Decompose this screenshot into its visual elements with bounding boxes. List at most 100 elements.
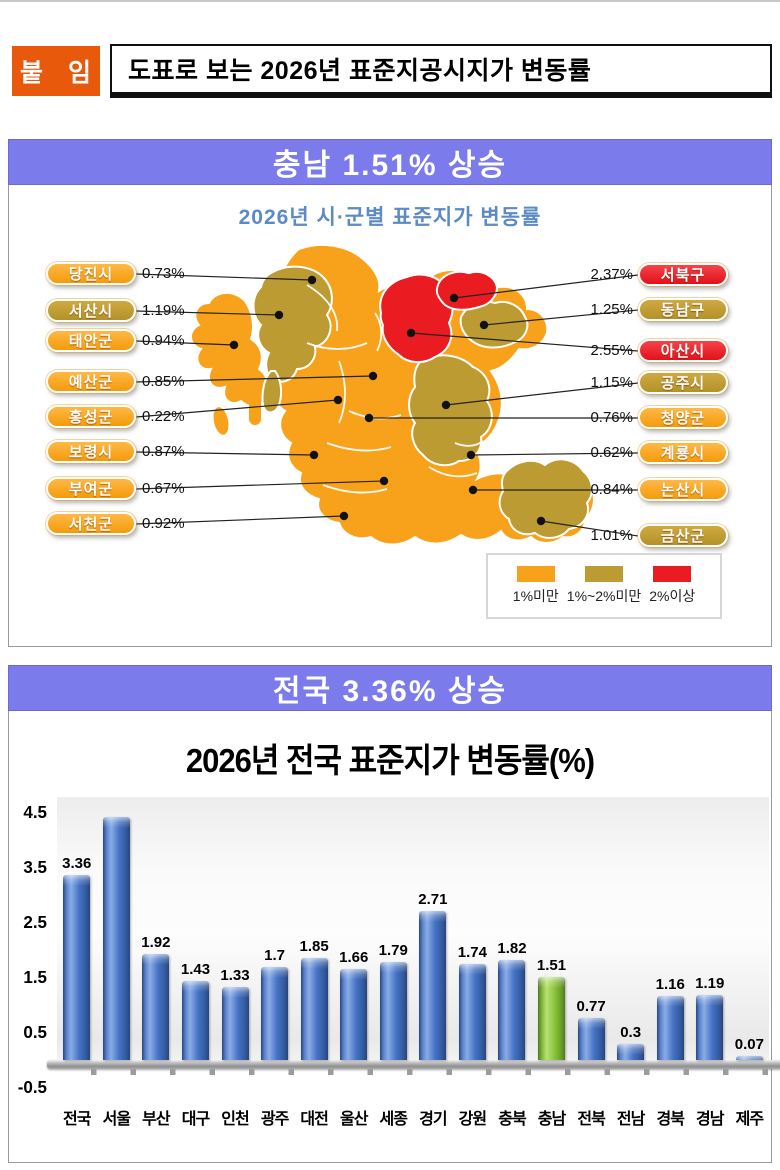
map-region-asan [379, 273, 454, 363]
bar-경북 [656, 996, 684, 1060]
categories-row: 전국 서울 부산 대구 인천 광주 대전 울산 세종 경기 강원 충북 충남 전북 전남 경북 경남 제주 [57, 1105, 769, 1129]
map-pill-boryeong: 보령시 [46, 440, 136, 463]
legend-swatch-olive [585, 566, 623, 582]
map-region-seosan-tail [261, 370, 283, 414]
y-axis: 4.5 3.5 2.5 1.5 0.5 -0.5 [9, 797, 51, 1129]
leader-dots [229, 275, 546, 526]
attachment-badge: 붙 임 [12, 46, 100, 96]
map-title: 2026년 시·군별 표준지가 변동률 [238, 206, 542, 229]
bar-col-충북: 1.82 [492, 797, 532, 1060]
bar-value-label: 1.16 [655, 976, 685, 994]
category-label-경남: 경남 [696, 1111, 724, 1128]
map-value-seocheon: 0.92% [142, 515, 185, 532]
bar-chart: 4.5 3.5 2.5 1.5 0.5 -0.5 3.36 1.92 1.43 1.33 1.7 1… [9, 797, 780, 1129]
map-island [249, 377, 261, 425]
map-region-geumsan [498, 458, 593, 539]
bar-col-전남: 0.3 [611, 797, 651, 1060]
map-value-gongju: 1.15% [590, 374, 633, 391]
map-value-nonsan: 0.84% [590, 481, 633, 498]
category-label-광주: 광주 [260, 1111, 289, 1128]
axis-floor [47, 1060, 780, 1069]
map-region-seobuk [435, 270, 499, 311]
bar-value-label: 1.66 [339, 948, 369, 966]
bar-col-충남: 1.51 [532, 797, 572, 1060]
bar-value-label: 1.74 [457, 944, 487, 962]
map-island [213, 407, 229, 435]
legend-item: 2%이상 [649, 566, 695, 606]
legend-swatch-red [653, 566, 692, 582]
map-pill-buyeo: 부여군 [46, 477, 136, 500]
national-banner: 전국 3.36% 상승 [8, 665, 772, 711]
bar-value-label: 3.36 [62, 855, 92, 873]
y-tick-4.5: 4.5 [23, 802, 47, 822]
bar-서울 [102, 816, 130, 1060]
category-label-전국: 전국 [63, 1111, 91, 1128]
map-value-cheongyang: 0.76% [590, 409, 633, 426]
bar-value-label: 1.85 [299, 938, 329, 956]
bar-col-광주: 1.7 [255, 797, 295, 1060]
category-label-서울: 서울 [102, 1111, 131, 1128]
bar-충남 [538, 976, 566, 1060]
map-pill-geumsan: 금산군 [638, 524, 728, 547]
bar-대구 [181, 981, 209, 1060]
map-island [231, 357, 241, 393]
map-region-dongnam [459, 300, 529, 349]
bar-col-경남: 1.19 [690, 797, 730, 1060]
bar-세종 [379, 961, 407, 1060]
map-value-buyeo: 0.67% [142, 480, 185, 497]
legend-label: 2%이상 [649, 588, 696, 604]
map-pill-seosan: 서산시 [46, 299, 136, 322]
bar-value-label: 1.7 [264, 946, 286, 964]
bar-value-label: 1.33 [220, 966, 250, 984]
bar-광주 [261, 966, 289, 1060]
bar-부산 [142, 954, 170, 1060]
map-pill-dangjin: 당진시 [46, 262, 136, 285]
bar-col-경북: 1.16 [650, 797, 690, 1060]
map-pill-seobuk: 서북구 [638, 263, 728, 286]
map-pill-yesan: 예산군 [46, 370, 136, 393]
map-value-dangjin: 0.73% [142, 265, 185, 282]
category-label-전남: 전남 [616, 1111, 645, 1128]
legend-item: 1%~2%미만 [567, 566, 641, 606]
map-value-geumsan: 1.01% [590, 527, 633, 544]
map-pill-seocheon: 서천군 [46, 512, 136, 535]
bars-row: 3.36 1.92 1.43 1.33 1.7 1.85 1.66 1.79 2.71 1.74 1… [57, 797, 769, 1060]
section-national: 전국 3.36% 상승 2026년 전국 표준지가 변동률(%) 4.5 3.5 2… [8, 665, 780, 1163]
bar-대전 [300, 958, 328, 1060]
bar-전북 [577, 1017, 605, 1060]
map-pill-taean: 태안군 [46, 329, 136, 352]
bar-value-label: 1.79 [378, 941, 408, 959]
map-pill-gyeryong: 계룡시 [638, 441, 728, 464]
bar-전남 [617, 1043, 645, 1060]
bar-value-label: 1.51 [536, 956, 567, 974]
map-pill-dongnam: 동남구 [638, 298, 728, 321]
section-chungnam: 충남 1.51% 상승 2026년 시·군별 표준지가 변동률 [8, 139, 772, 647]
category-label-경기: 경기 [419, 1111, 447, 1128]
category-label-부산: 부산 [142, 1111, 170, 1128]
map-value-gyeryong: 0.62% [590, 444, 633, 461]
category-label-세종: 세종 [379, 1111, 408, 1128]
map-pill-asan: 아산시 [638, 339, 728, 362]
map-value-dongnam: 1.25% [590, 301, 633, 318]
map-value-boryeong: 0.87% [142, 443, 185, 460]
legend-label: 1%미만 [512, 588, 559, 604]
bar-value-label: 1.82 [497, 939, 527, 957]
bar-col-부산: 1.92 [136, 797, 176, 1060]
y-tick-1.5: 1.5 [23, 967, 47, 987]
map-pill-nonsan: 논산시 [638, 478, 728, 501]
category-label-경북: 경북 [656, 1111, 684, 1128]
map-value-taean: 0.94% [142, 332, 185, 349]
plot-area: 3.36 1.92 1.43 1.33 1.7 1.85 1.66 1.79 2.71 1.74 1… [57, 797, 769, 1060]
legend-item: 1%미만 [513, 566, 559, 606]
district-borders [306, 284, 484, 494]
bar-col-경기: 2.71 [413, 797, 453, 1060]
bar-value-label: 0.3 [620, 1023, 642, 1041]
bar-인천 [221, 986, 249, 1060]
bar-value-label: 1.19 [695, 974, 725, 992]
category-label-충남: 충남 [537, 1111, 566, 1128]
bar-col-세종: 1.79 [374, 797, 414, 1060]
map-pill-hongseong: 홍성군 [46, 405, 136, 428]
bar-col-강원: 1.74 [453, 797, 493, 1060]
map-pill-cheongyang: 청양군 [638, 406, 728, 429]
